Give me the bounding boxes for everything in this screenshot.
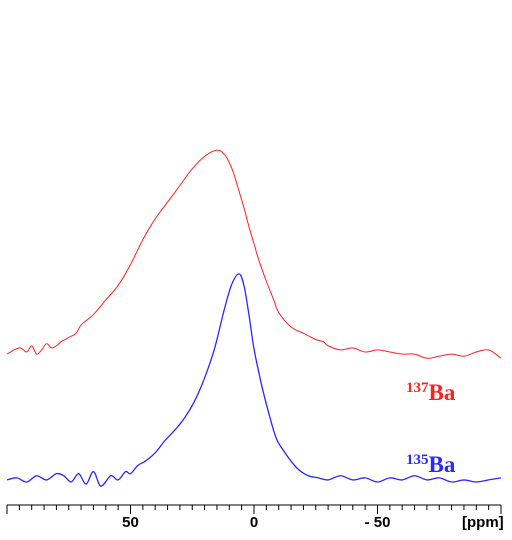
series-layer xyxy=(6,149,502,487)
spectrum-line-135ba xyxy=(6,273,502,487)
spectrum-line-137ba xyxy=(6,149,502,359)
x-axis-unit-label: [ppm] xyxy=(462,514,504,531)
x-tick-label: 0 xyxy=(250,514,258,531)
x-tick-label: - 50 xyxy=(365,514,391,531)
series-label-135ba: 135Ba xyxy=(406,452,456,477)
series-label-mass-number: 137 xyxy=(406,380,429,396)
x-tick-label: 50 xyxy=(122,514,139,531)
series-label-137ba: 137Ba xyxy=(406,380,456,405)
series-label-mass-number: 135 xyxy=(406,452,429,468)
series-label-element: Ba xyxy=(429,380,456,405)
x-axis: 50 0 - 50 [ppm] xyxy=(6,504,504,531)
series-label-element: Ba xyxy=(429,452,456,477)
